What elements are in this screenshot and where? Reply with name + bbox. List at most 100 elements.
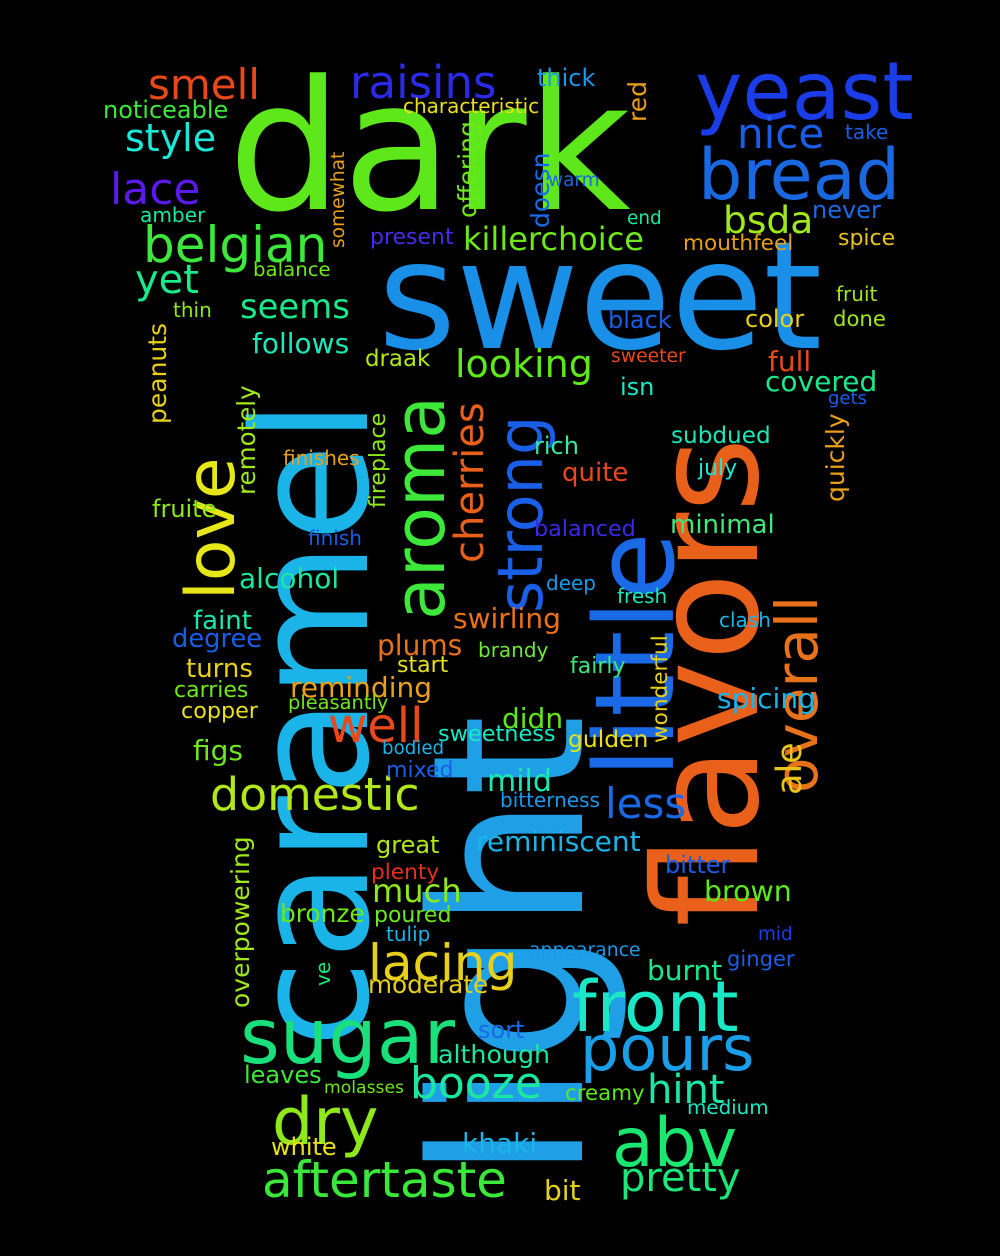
word-well: well: [328, 698, 424, 754]
word-fairly: fairly: [570, 654, 626, 679]
word-sugar: sugar: [240, 993, 456, 1082]
word-bit: bit: [544, 1174, 581, 1207]
word-lacing: lacing: [368, 934, 518, 992]
word-thin: thin: [173, 298, 212, 322]
word-plenty: plenty: [371, 860, 440, 885]
word-poured: poured: [374, 903, 452, 928]
word-nice: nice: [737, 109, 825, 158]
word-follows: follows: [252, 327, 350, 360]
word-lace: lace: [110, 164, 201, 215]
word-sweetness: sweetness: [438, 721, 556, 747]
word-overpowering: overpowering: [226, 836, 255, 1008]
word-faint: faint: [193, 606, 252, 636]
word-fruit: fruit: [836, 282, 878, 306]
word-minimal: minimal: [670, 510, 775, 540]
word-subdued: subdued: [671, 423, 771, 449]
word-killerchoice: killerchoice: [463, 220, 644, 258]
word-aftertaste: aftertaste: [262, 1151, 507, 1209]
word-front: front: [572, 966, 739, 1048]
word-balance: balance: [253, 258, 331, 281]
word-fruite: fruite: [152, 495, 217, 523]
word-plums: plums: [377, 629, 463, 662]
word-end: end: [627, 208, 662, 229]
word-tulip: tulip: [386, 922, 431, 946]
word-raisins: raisins: [350, 56, 497, 109]
word-didn: didn: [502, 702, 564, 735]
word-gets: gets: [828, 388, 867, 409]
word-bitterness: bitterness: [500, 788, 600, 812]
word-characteristic: characteristic: [403, 94, 540, 118]
word-deep: deep: [546, 571, 596, 595]
word-finish: finish: [308, 526, 362, 550]
word-sweeter: sweeter: [611, 346, 686, 367]
word-dark: dark: [228, 43, 631, 252]
word-turns: turns: [186, 654, 253, 684]
word-done: done: [833, 306, 886, 331]
word-less: less: [605, 779, 687, 828]
word-although: although: [438, 1040, 551, 1069]
word-ginger: ginger: [727, 946, 795, 971]
word-draak: draak: [365, 346, 431, 372]
word-sort: sort: [478, 1016, 525, 1044]
word-bread: bread: [698, 134, 901, 216]
word-remotely: remotely: [232, 385, 261, 495]
word-peanuts: peanuts: [143, 322, 172, 424]
word-gulden: gulden: [568, 725, 649, 753]
word-pours: pours: [580, 1012, 755, 1085]
word-aroma: aroma: [379, 395, 461, 620]
word-full: full: [768, 345, 812, 378]
word-color: color: [745, 305, 805, 333]
word-pleasantly: pleasantly: [288, 691, 389, 714]
word-balanced: balanced: [534, 516, 636, 542]
word-finishes: finishes: [283, 446, 360, 470]
word-cherries: cherries: [447, 402, 493, 563]
word-yeast: yeast: [695, 45, 914, 138]
word-red: red: [623, 81, 652, 122]
word-amber: amber: [140, 203, 206, 227]
word-black: black: [608, 306, 672, 334]
word-bodied: bodied: [382, 738, 445, 759]
word-great: great: [376, 831, 440, 859]
word-mouthfeel: mouthfeel: [683, 231, 794, 256]
word-never: never: [812, 196, 881, 224]
word-bsda: bsda: [723, 198, 814, 242]
word-figs: figs: [193, 734, 243, 767]
word-alcohol: alcohol: [239, 562, 340, 595]
word-mid: mid: [758, 924, 793, 945]
word-offering: offering: [453, 121, 482, 218]
word-covered: covered: [765, 365, 878, 398]
word-present: present: [370, 225, 454, 250]
word-creamy: creamy: [565, 1081, 645, 1106]
word-bronze: bronze: [280, 899, 365, 928]
word-medium: medium: [687, 1096, 769, 1119]
word-fireplace: fireplace: [366, 412, 391, 508]
word-booze: booze: [410, 1058, 542, 1109]
word-mixed: mixed: [386, 758, 454, 783]
word-rich: rich: [534, 432, 579, 460]
word-yet: yet: [135, 257, 199, 303]
word-burnt: burnt: [647, 954, 723, 987]
word-much: much: [372, 872, 462, 910]
word-khaki: khaki: [462, 1127, 538, 1160]
word-copper: copper: [181, 698, 258, 724]
word-wonderful: wonderful: [648, 635, 673, 743]
word-reminding: reminding: [290, 671, 432, 704]
word-looking: looking: [455, 342, 593, 386]
word-belgian: belgian: [143, 216, 328, 274]
word-july: july: [698, 456, 738, 481]
word-clash: clash: [719, 608, 771, 632]
word-take: take: [845, 120, 889, 144]
word-quite: quite: [562, 458, 629, 488]
word-ale: ale: [770, 742, 810, 795]
word-quickly: quickly: [821, 413, 850, 502]
word-fresh: fresh: [617, 584, 668, 608]
word-reminiscent: reminiscent: [476, 825, 641, 858]
word-domestic: domestic: [210, 767, 420, 821]
word-noticeable: noticeable: [103, 96, 229, 124]
word-pretty: pretty: [620, 1155, 741, 1201]
word-somewhat: somewhat: [328, 151, 349, 248]
word-swirling: swirling: [453, 602, 561, 635]
word-brown: brown: [704, 875, 792, 908]
word-thick: thick: [537, 64, 596, 92]
